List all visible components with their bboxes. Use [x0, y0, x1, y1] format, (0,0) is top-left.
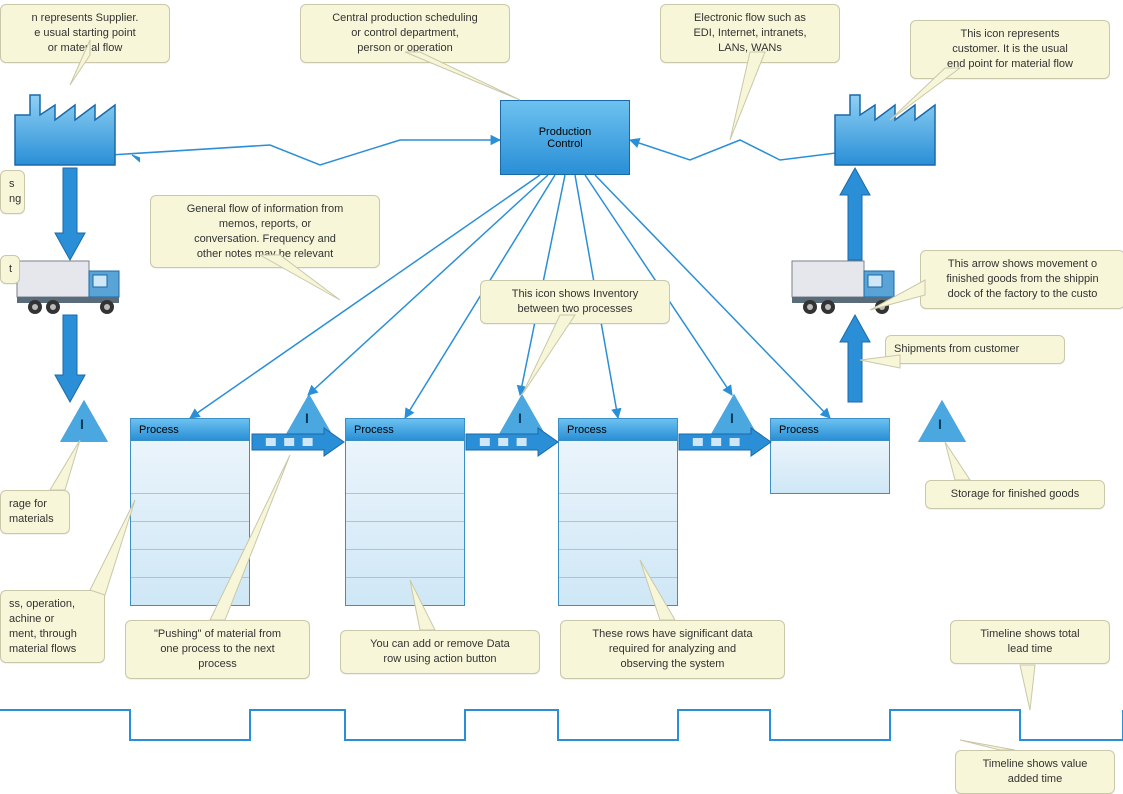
callout-text: Timeline shows value added time	[983, 758, 1088, 785]
process-header: Process	[131, 419, 249, 441]
push-arrow-icon	[679, 428, 771, 454]
callout-text: t	[9, 263, 12, 275]
callout-storage-finished: Storage for finished goods	[925, 480, 1105, 509]
callout-text: s ng	[9, 178, 21, 205]
callout-inventory: This icon shows Inventory between two pr…	[480, 280, 670, 324]
inventory-triangle-icon	[60, 400, 108, 442]
inventory-triangle-icon	[918, 400, 966, 442]
process-data-row	[346, 493, 464, 521]
callout-text: Central production scheduling or control…	[332, 12, 478, 54]
process-data-row	[559, 577, 677, 605]
timeline	[0, 700, 1123, 760]
customer-up-arrow-1	[840, 315, 870, 408]
callout-prod-control: Central production scheduling or control…	[300, 4, 510, 63]
callout-add-remove: You can add or remove Data row using act…	[340, 630, 540, 674]
callout-text: "Pushing" of material from one process t…	[154, 628, 281, 670]
callout-text: This icon shows Inventory between two pr…	[512, 288, 639, 315]
production-control-label: Production Control	[539, 126, 592, 150]
production-control-box: Production Control	[500, 100, 630, 175]
callout-side-1: s ng	[0, 170, 25, 214]
callout-timeline-lead: Timeline shows total lead time	[950, 620, 1110, 664]
push-arrow-icon	[252, 428, 344, 454]
callout-side-2: t	[0, 255, 20, 284]
callout-text: rage for materials	[9, 498, 54, 525]
process-box: Process	[770, 418, 890, 494]
process-box: Process	[558, 418, 678, 606]
callout-text: Electronic flow such as EDI, Internet, i…	[693, 12, 806, 54]
callout-supplier: n represents Supplier. e usual starting …	[0, 4, 170, 63]
process-body	[346, 441, 464, 605]
process-header: Process	[346, 419, 464, 441]
customer-factory-icon	[830, 85, 940, 173]
process-data-row	[771, 441, 889, 493]
process-data-row	[346, 521, 464, 549]
process-data-row	[559, 493, 677, 521]
process-data-row	[131, 549, 249, 577]
process-header: Process	[559, 419, 677, 441]
callout-text: General flow of information from memos, …	[187, 203, 344, 260]
process-data-row	[559, 441, 677, 493]
push-arrow-icon	[466, 428, 558, 454]
process-data-row	[346, 441, 464, 493]
process-data-row	[559, 549, 677, 577]
callout-text: This arrow shows movement o finished goo…	[946, 258, 1098, 300]
process-data-row	[131, 493, 249, 521]
callout-text: ss, operation, achine or ment, through m…	[9, 598, 77, 655]
callout-info-flow: General flow of information from memos, …	[150, 195, 380, 268]
process-data-row	[559, 521, 677, 549]
callout-process-desc: ss, operation, achine or ment, through m…	[0, 590, 105, 663]
process-data-row	[131, 577, 249, 605]
callout-storage-raw: rage for materials	[0, 490, 70, 534]
process-body	[131, 441, 249, 605]
process-box: Process	[130, 418, 250, 606]
callout-text: Timeline shows total lead time	[980, 628, 1079, 655]
callout-pushing: "Pushing" of material from one process t…	[125, 620, 310, 679]
callout-text: This icon represents customer. It is the…	[947, 28, 1073, 70]
process-header: Process	[771, 419, 889, 441]
callout-text: Storage for finished goods	[951, 488, 1079, 500]
supplier-down-arrow-2	[55, 315, 85, 408]
process-body	[559, 441, 677, 605]
callout-text: These rows have significant data require…	[592, 628, 752, 670]
callout-text: You can add or remove Data row using act…	[370, 638, 510, 665]
supplier-down-arrow-1	[55, 168, 85, 266]
process-data-row	[131, 521, 249, 549]
callout-text: n represents Supplier. e usual starting …	[31, 12, 138, 54]
callout-electronic-flow: Electronic flow such as EDI, Internet, i…	[660, 4, 840, 63]
callout-customer: This icon represents customer. It is the…	[910, 20, 1110, 79]
callout-rows-data: These rows have significant data require…	[560, 620, 785, 679]
process-data-row	[346, 577, 464, 605]
callout-finished-arrow: This arrow shows movement o finished goo…	[920, 250, 1123, 309]
supplier-factory-icon	[10, 85, 120, 173]
process-data-row	[131, 441, 249, 493]
process-body	[771, 441, 889, 493]
callout-text: Shipments from customer	[894, 343, 1019, 355]
process-data-row	[346, 549, 464, 577]
callout-shipments-customer: Shipments from customer	[885, 335, 1065, 364]
customer-up-arrow-2	[840, 168, 870, 266]
callout-timeline-value: Timeline shows value added time	[955, 750, 1115, 794]
process-box: Process	[345, 418, 465, 606]
